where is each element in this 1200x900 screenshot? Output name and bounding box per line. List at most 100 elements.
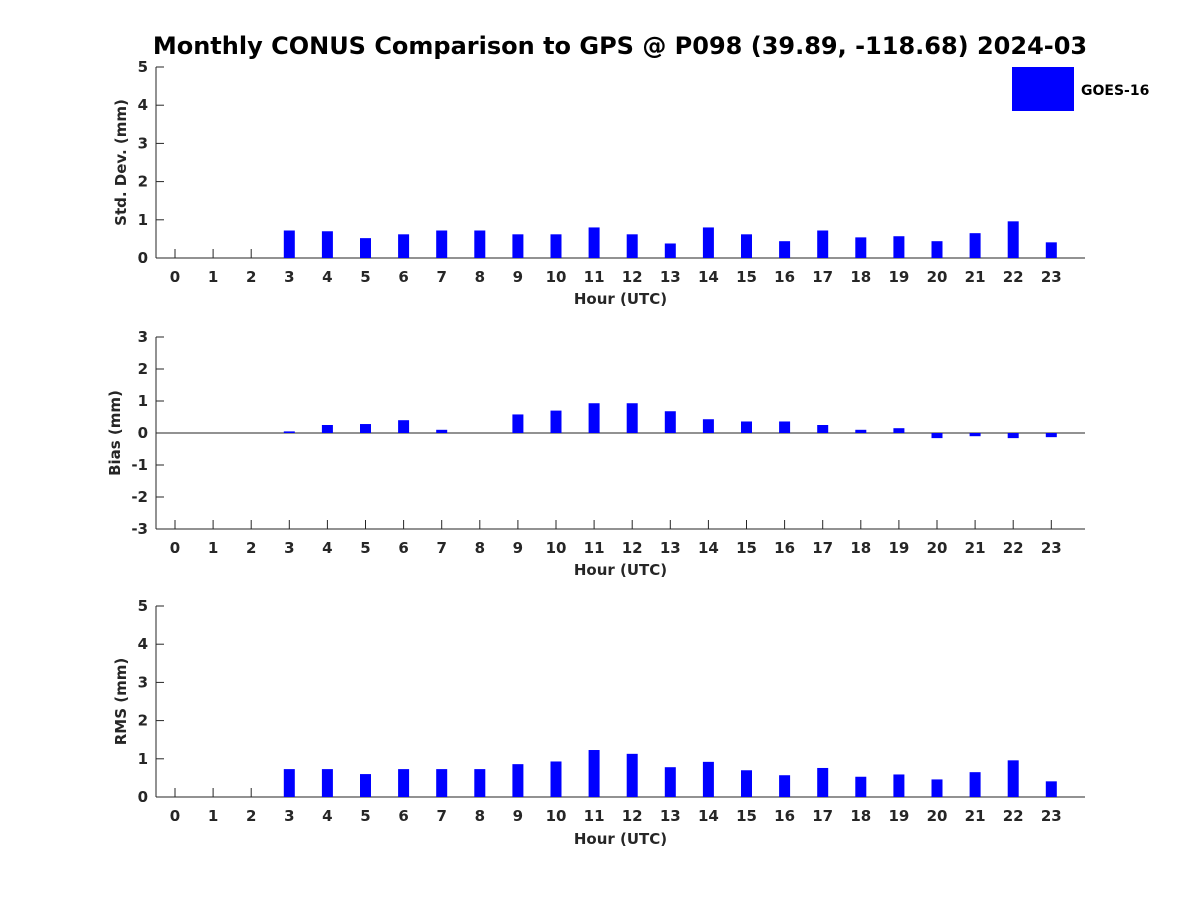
x-tick-label: 19 [888,807,909,825]
y-tick-label: -3 [131,520,148,538]
bar [817,767,829,797]
bar [283,230,295,258]
y-tick-label: 2 [138,173,148,191]
bar [436,429,448,433]
x-tick-label: 15 [736,268,757,286]
bar [664,767,676,797]
y-tick-label: 2 [138,712,148,730]
legend: GOES-16 [1012,67,1149,111]
bar [893,428,905,433]
bar [817,425,829,433]
bar [626,753,638,797]
y-tick-label: 2 [138,360,148,378]
x-tick-label: 15 [736,539,757,557]
y-tick-label: -1 [131,456,148,474]
y-tick-label: 1 [138,392,148,410]
x-tick-label: 2 [246,539,256,557]
x-tick-label: 20 [927,268,948,286]
x-tick-label: 18 [850,268,871,286]
bar [931,433,943,439]
bar [512,414,524,433]
x-tick-label: 11 [584,807,605,825]
bar [664,411,676,433]
x-tick-label: 4 [322,807,332,825]
bar [360,238,371,258]
x-tick-label: 0 [170,268,180,286]
bar [588,750,600,797]
x-tick-label: 9 [513,807,523,825]
bar [398,769,410,797]
bar [969,772,981,797]
bar [588,227,600,258]
y-tick-label: 3 [138,673,148,691]
bar [741,234,752,258]
bar [626,234,638,258]
x-tick-label: 7 [436,539,446,557]
x-tick-label: 3 [284,807,294,825]
y-tick-label: 0 [138,249,148,267]
bar [779,241,791,258]
x-tick-label: 14 [698,807,719,825]
x-tick-label: 3 [284,539,294,557]
bar [741,770,752,797]
x-tick-label: 14 [698,539,719,557]
x-tick-label: 2 [246,268,256,286]
legend-swatch [1012,67,1074,111]
x-tick-label: 1 [208,268,218,286]
x-tick-label: 21 [965,268,986,286]
x-tick-label: 12 [622,268,643,286]
x-tick-label: 10 [546,807,567,825]
x-tick-label: 17 [812,268,833,286]
x-tick-label: 22 [1003,539,1024,557]
bar [1007,433,1019,439]
x-tick-label: 16 [774,539,795,557]
y-axis-label: RMS (mm) [112,658,130,745]
x-tick-label: 7 [436,268,446,286]
x-tick-label: 18 [850,539,871,557]
bar [398,420,410,433]
bar [474,769,486,797]
x-tick-label: 23 [1041,807,1062,825]
x-tick-label: 5 [360,539,370,557]
x-tick-label: 0 [170,539,180,557]
bar [702,227,714,258]
y-tick-label: -2 [131,488,148,506]
x-tick-label: 20 [927,539,948,557]
bar [817,230,829,258]
bar [283,769,295,797]
x-tick-label: 21 [965,539,986,557]
bar [855,429,867,433]
x-tick-label: 20 [927,807,948,825]
bar [588,403,600,433]
x-tick-label: 8 [475,539,485,557]
y-tick-label: 3 [138,134,148,152]
y-tick-label: 1 [138,750,148,768]
bar [321,231,333,258]
x-tick-label: 3 [284,268,294,286]
x-tick-label: 5 [360,268,370,286]
x-axis-label: Hour (UTC) [574,290,667,308]
bar [1045,242,1057,258]
x-tick-label: 15 [736,807,757,825]
x-tick-label: 17 [812,539,833,557]
x-tick-label: 12 [622,807,643,825]
y-tick-label: 4 [138,635,148,653]
bar [702,761,714,797]
bar [1045,433,1057,438]
y-tick-label: 3 [138,328,148,346]
x-tick-label: 16 [774,268,795,286]
bar [1045,781,1057,797]
x-tick-label: 10 [546,539,567,557]
x-tick-label: 7 [436,807,446,825]
x-tick-label: 4 [322,539,332,557]
y-tick-label: 5 [138,58,148,76]
x-tick-label: 16 [774,807,795,825]
y-axis-label: Std. Dev. (mm) [112,99,130,226]
x-tick-label: 19 [888,539,909,557]
